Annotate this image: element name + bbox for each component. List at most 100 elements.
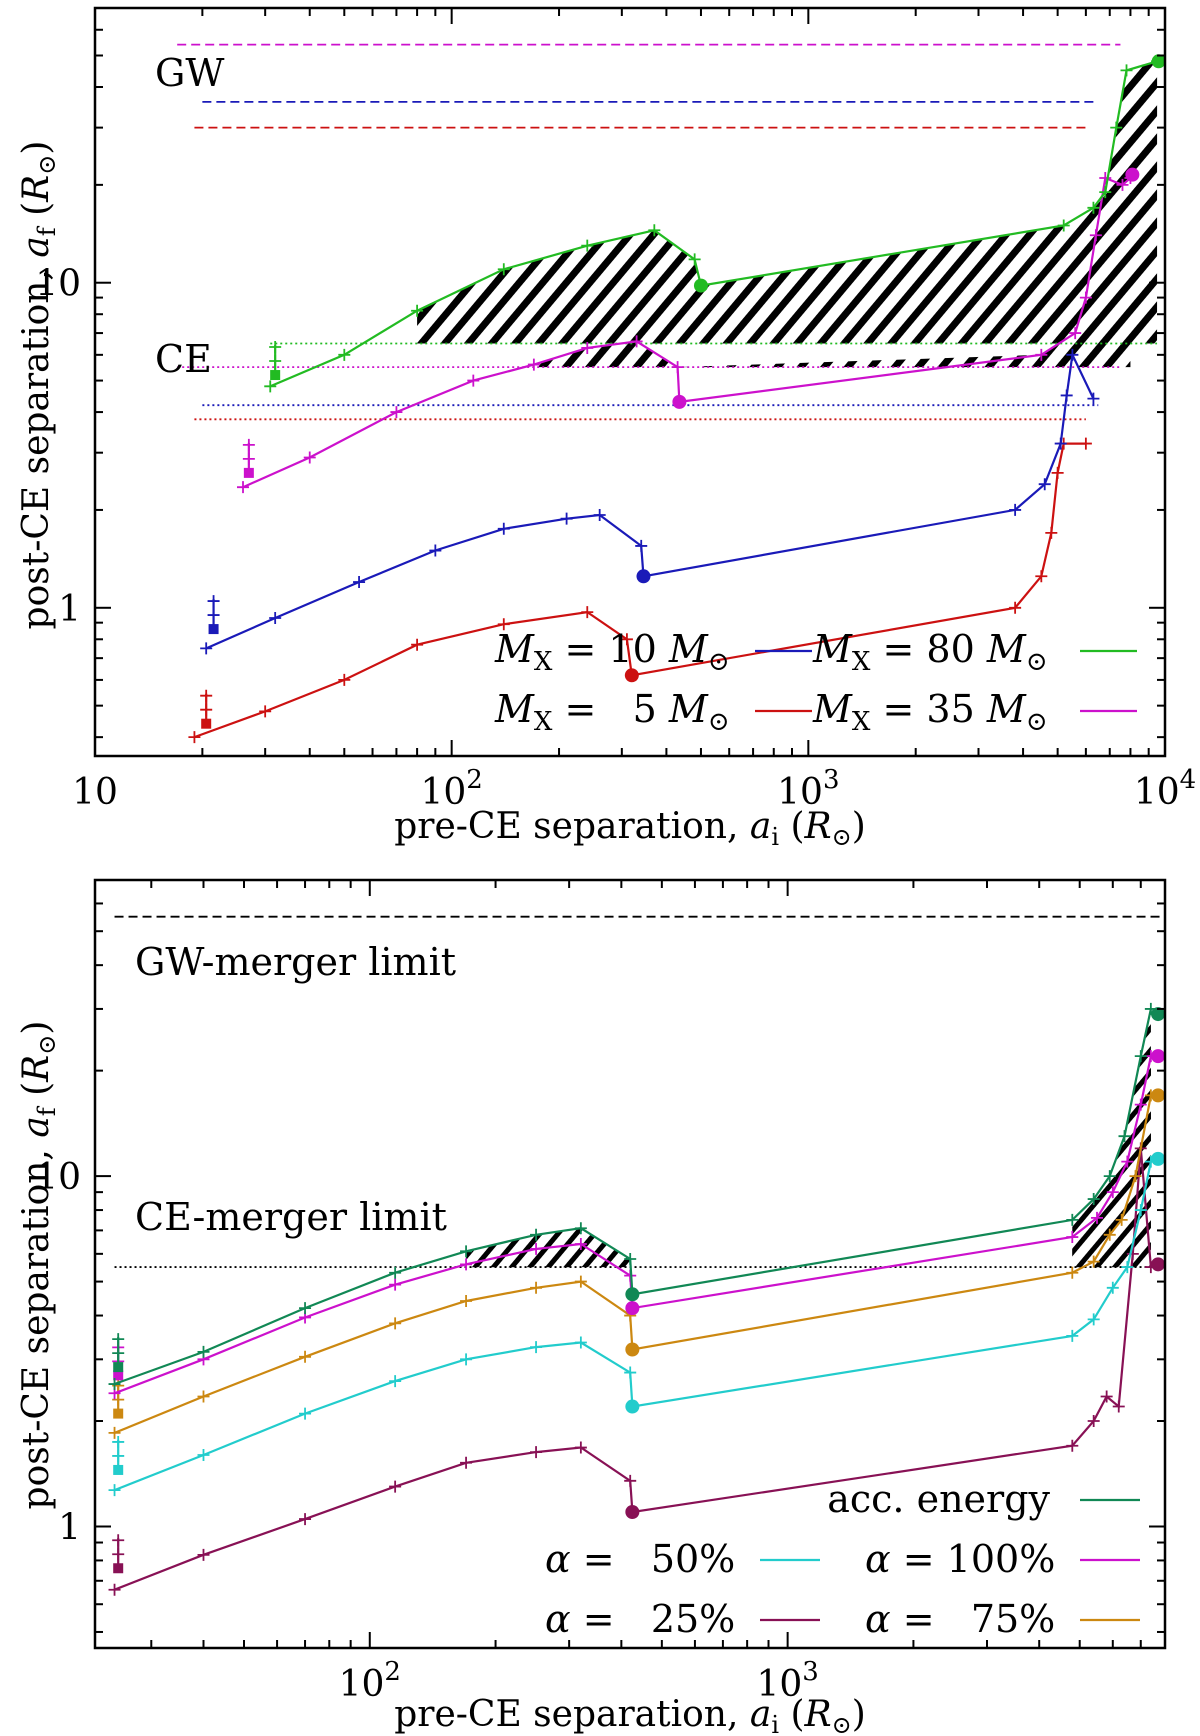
bottom-series-100-point (389, 1278, 402, 1291)
top-series-m-x-10-m-sun-point (353, 576, 366, 589)
bottom-y-tick-label: 1 (58, 1507, 81, 1548)
bottom-series-acc-energy-point (112, 1347, 125, 1360)
top-series-m-x-35-m-sun-jump-marker (672, 394, 687, 409)
bottom-series-25-end-marker (1151, 1257, 1165, 1272)
bottom-x-tick-label: 103 (756, 1657, 818, 1705)
legend-label-35: MX = 35 M⊙ (812, 687, 1048, 737)
bottom-series-acc-energy-point (1066, 1213, 1079, 1226)
top-series-m-x-10-m-sun-point (1060, 389, 1073, 402)
bottom-series-25-point (1100, 1390, 1113, 1403)
bottom-series-75-point (108, 1426, 121, 1439)
top-x-tick-label: 103 (777, 765, 839, 813)
bottom-legend: acc. energy α = 50% α = 100% α = 25% α =… (545, 1477, 1140, 1641)
top-series-m-x-80-m-sun-end-marker (1151, 54, 1165, 69)
hatch-region-1-1 (1072, 1056, 1151, 1268)
top-series-m-x-80-m-sun-line (269, 60, 1158, 388)
bottom-series-acc-energy-point (112, 1333, 125, 1346)
bottom-series-75-point (112, 1393, 125, 1406)
bottom-x-axis-label: pre-CE separation, ai (R⊙) (394, 1694, 866, 1736)
top-series-m-x-35-m-sun-point (1116, 178, 1129, 191)
bottom-series-75-point (1066, 1266, 1079, 1279)
top-series-m-x-80-m-sun-point (688, 253, 701, 266)
bottom-series-100-point (1134, 1098, 1147, 1111)
bottom-series-acc-energy-point (1103, 1170, 1116, 1183)
bottom-hatched-region (466, 1008, 1151, 1268)
bottom-series-acc-energy-point (460, 1245, 473, 1258)
bottom-series-25-point (624, 1474, 637, 1487)
top-series-m-x-5-m-sun-point (1079, 437, 1092, 450)
bottom-series-100-jump-marker (625, 1301, 640, 1316)
bottom-series-50-point (530, 1341, 543, 1354)
bottom-series-100-point (1091, 1211, 1103, 1224)
top-series-m-x-10-m-sun-point (207, 595, 220, 608)
bottom-series-25-point (197, 1548, 210, 1561)
bottom-series-50-point (1134, 1204, 1147, 1217)
top-series-m-x-35-m-sun-point (527, 358, 540, 371)
bottom-series-75-point (197, 1390, 210, 1403)
bottom-series-75-start-marker (113, 1408, 124, 1419)
top-x-tick-label: 104 (1134, 765, 1196, 813)
top-series-m-x-80-m-sun (264, 54, 1165, 393)
bottom-series-100-point (530, 1242, 543, 1255)
top-y-tick-label: 1 (58, 589, 81, 630)
bottom-series-25-point (112, 1534, 125, 1547)
top-series-m-x-35-m-sun-point (1069, 327, 1082, 340)
top-series-m-x-10-m-sun-jump-marker (636, 569, 651, 584)
bottom-series-acc-energy-point (1087, 1193, 1100, 1206)
top-series-m-x-10-m-sun-point (207, 609, 220, 622)
bottom-series-100-point (1121, 1155, 1134, 1168)
bottom-series-50-point (197, 1448, 210, 1461)
top-annotation-ce: CE (155, 337, 212, 381)
legend-label-acc-energy: acc. energy (827, 1477, 1050, 1521)
bottom-series-75-point (1087, 1255, 1100, 1268)
top-series-m-x-5-m-sun-point (1035, 570, 1048, 583)
bottom-series-50-point (624, 1366, 637, 1379)
top-series-m-x-80-m-sun-jump-marker (693, 278, 708, 293)
top-series-m-x-5-m-sun-point (338, 673, 351, 686)
top-hatched-region (417, 61, 1158, 368)
bottom-series-25-point (1112, 1400, 1125, 1413)
top-series-m-x-10-m-sun-point (1038, 478, 1051, 491)
top-annotation-gw: GW (155, 51, 224, 95)
top-series-m-x-80-m-sun-point (411, 304, 424, 317)
bottom-series-75-point (389, 1317, 402, 1330)
top-series-m-x-80-m-sun-point (1099, 186, 1112, 199)
top-legend: MX = 10 M⊙ MX = 80 M⊙ MX = 5 M⊙ MX = 35 … (494, 627, 1137, 737)
top-y-axis-label: post-CE separation, af (R⊙) (16, 141, 61, 630)
bottom-x-tick-label: 102 (339, 1657, 401, 1705)
top-series-m-x-80-m-sun-point (338, 348, 351, 361)
bottom-series-25-point (460, 1456, 473, 1469)
bottom-series-acc-energy-start-marker (113, 1362, 124, 1373)
bottom-series-50-point (460, 1353, 473, 1366)
top-series-m-x-5-m-sun-line (194, 442, 1086, 739)
top-series-m-x-5-m-sun-point (411, 638, 424, 651)
bottom-series-50-point (112, 1435, 125, 1448)
bottom-series-100-point (574, 1238, 587, 1251)
bottom-series-25-point (389, 1480, 402, 1493)
bottom-series-25-point (299, 1513, 312, 1526)
top-series-m-x-5-m-sun (188, 437, 1092, 744)
top-series-m-x-5-m-sun-point (200, 703, 213, 716)
bottom-series-25-line (114, 1148, 1152, 1591)
bottom-series-100-end-marker (1151, 1049, 1165, 1064)
top-y-tick-label: 10 (35, 264, 81, 305)
bottom-series-50-point (1106, 1281, 1119, 1294)
bottom-series-100-point (460, 1258, 473, 1271)
bottom-series-50-point (1121, 1261, 1134, 1274)
legend-label-80: MX = 80 M⊙ (812, 627, 1048, 677)
hatch-region-35 (533, 178, 1131, 368)
bottom-annotation-gw: GW-merger limit (135, 940, 456, 984)
bottom-series-75-point (1115, 1213, 1128, 1226)
bottom-axis-ticks: 102 103 1 10 (35, 879, 1166, 1705)
top-series-m-x-10-m-sun-point (269, 612, 282, 625)
hatch-region-80 (417, 61, 1158, 344)
top-x-axis-label: pre-CE separation, ai (R⊙) (394, 806, 866, 851)
top-series-m-x-5-m-sun-point (188, 731, 201, 744)
bottom-series-acc-energy-point (530, 1228, 543, 1241)
legend-label-alpha100: α = 100% (865, 1537, 1055, 1581)
legend-label-alpha50: α = 50% (545, 1537, 735, 1581)
bottom-series-acc-energy-point (624, 1253, 637, 1265)
top-series-m-x-80-m-sun-point (1120, 64, 1133, 77)
bottom-annotation-ce: CE-merger limit (135, 1195, 447, 1239)
